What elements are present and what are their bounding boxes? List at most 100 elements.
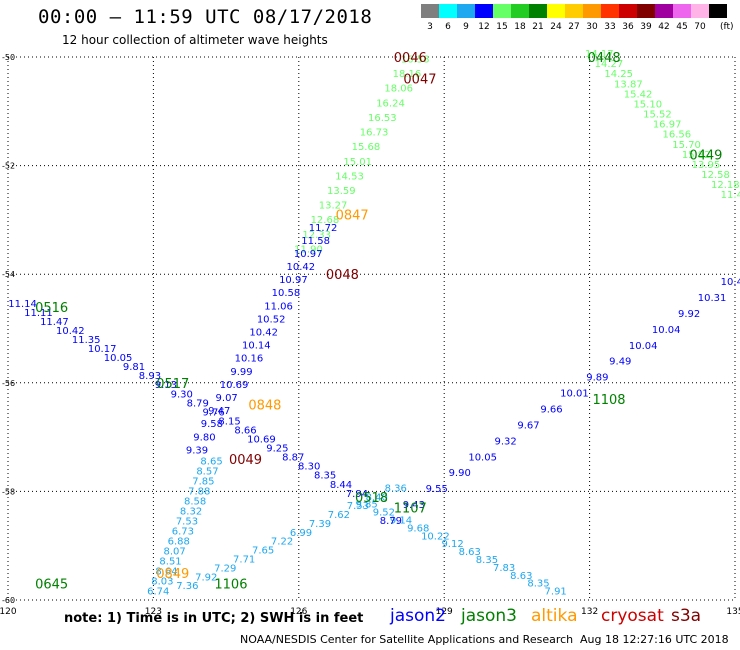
wave-height-value: 10.04 [629,341,658,352]
wave-height-value: 10.04 [652,325,681,336]
satellite-s3a: s3a [671,606,702,626]
legend-label: 6 [445,22,451,32]
wave-height-value: 10.42 [286,262,315,273]
wave-height-value: 9.52 [373,508,395,519]
lat-tick-label: -60 [2,596,15,605]
wave-height-value: 10.22 [421,531,450,542]
wave-height-value: 9.80 [193,432,215,443]
pass-time-label: 0517 [156,377,189,392]
wave-height-value: 7.83 [493,563,515,574]
wave-height-value: 10.14 [242,341,271,352]
legend-swatch [439,4,457,18]
wave-height-value: 14.53 [335,171,364,182]
pass-time-label: 0047 [403,73,436,88]
wave-height-value: 9.92 [678,309,700,320]
legend-label: 39 [640,22,652,32]
footer-note: note: 1) Time is in UTC; 2) SWH is in fe… [64,611,364,626]
satellite-altika: altika [531,606,578,626]
wave-height-value: 7.94 [346,489,368,500]
legend-swatch [619,4,637,18]
pass-time-label: 1107 [394,502,427,517]
legend-swatch [529,4,547,18]
wave-height-value: 7.39 [309,519,331,530]
lat-tick-label: -54 [2,270,15,279]
wave-height-value: 9.13 [155,380,177,391]
wave-height-value: 7.62 [328,510,350,521]
wave-height-value: 9.66 [540,404,562,415]
wave-height-value: 11.72 [309,223,338,234]
wave-height-value: 15.82 [682,150,711,161]
pass-time-label: 0449 [689,149,722,164]
wave-height-value: 11.14 [8,299,37,310]
legend-label: 70 [694,22,706,32]
wave-height-value: 9.12 [441,539,463,550]
wave-height-value: 11.90 [294,244,323,255]
legend-swatch [565,4,583,18]
wave-height-value: 11.35 [72,335,101,346]
wave-height-value: 10.58 [272,288,301,299]
wave-height-value: 7.85 [192,476,214,487]
legend-label: 9 [463,22,469,32]
satellite-jason2: jason2 [390,606,446,626]
wave-height-value: 11.11 [24,308,53,319]
lon-tick-label: 135 [726,607,740,617]
lon-tick-label: 120 [0,607,17,617]
pass-time-label: 0048 [326,268,359,283]
legend-swatch [637,4,655,18]
wave-height-value: 15.01 [343,157,372,168]
wave-height-value: 8.07 [164,546,186,557]
lon-tick-label: 123 [145,607,162,617]
wave-height-value: 12.68 [311,215,340,226]
wave-height-value: 8.51 [159,556,181,567]
pass-time-label: 0046 [394,51,427,66]
wave-height-value: 15.10 [633,99,662,110]
legend-swatch [421,4,439,18]
wave-height-value: 9.90 [449,468,471,479]
legend-swatch [475,4,493,18]
lat-tick-label: -56 [2,379,15,388]
wave-height-value: 7.22 [271,537,293,548]
wave-height-value: 10.01 [560,389,589,400]
wave-height-value: 7.91 [545,587,567,598]
wave-height-value: 18.16 [393,69,422,80]
lat-tick-label: -50 [2,53,15,62]
wave-height-value: 7.92 [195,572,217,583]
page-title: 00:00 – 11:59 UTC 08/17/2018 [38,6,373,28]
wave-height-value: 9.99 [230,367,252,378]
wave-height-value: 8.35 [476,555,498,566]
legend-label: 30 [586,22,598,32]
pass-time-label: 0516 [35,301,68,316]
credit-line: NOAA/NESDIS Center for Satellite Applica… [240,633,574,646]
wave-height-value: 13.95 [692,160,721,171]
wave-height-value: 15.70 [672,140,701,151]
wave-height-value: 10.69 [247,435,276,446]
wave-height-value: 8.35 [527,579,549,590]
legend-label: 18 [514,22,526,32]
wave-height-value: 10.97 [294,249,323,260]
wave-height-value: 9.43 [403,500,425,511]
satellite-jason3: jason3 [461,606,517,626]
legend-swatch [601,4,619,18]
wave-height-value: 11.58 [301,236,330,247]
wave-height-value: 8.64 [155,567,177,578]
satellite-cryosat: cryosat [601,606,664,626]
wave-height-value: 14.25 [604,69,633,80]
wave-height-value: 9.85 [356,500,378,511]
pass-time-label: 0049 [229,453,262,468]
wave-height-value: 13.27 [319,201,348,212]
lon-tick-label: 126 [290,607,307,617]
wave-height-value: 14.27 [595,59,624,70]
wave-height-value: 15.42 [624,89,653,100]
wave-height-value: 7.65 [252,546,274,557]
wave-height-value: 9.32 [494,436,516,447]
wave-height-value: 10.42 [56,326,85,337]
wave-height-value: 12.58 [701,170,730,181]
pass-time-label: 0645 [35,578,68,593]
wave-height-value: 7.36 [176,581,198,592]
wave-height-value: 8.79 [187,398,209,409]
wave-height-value: 16.56 [663,130,692,141]
wave-height-value: 8.79 [380,516,402,527]
wave-height-value: 15.68 [352,142,381,153]
wave-height-value: 10.42 [249,328,278,339]
